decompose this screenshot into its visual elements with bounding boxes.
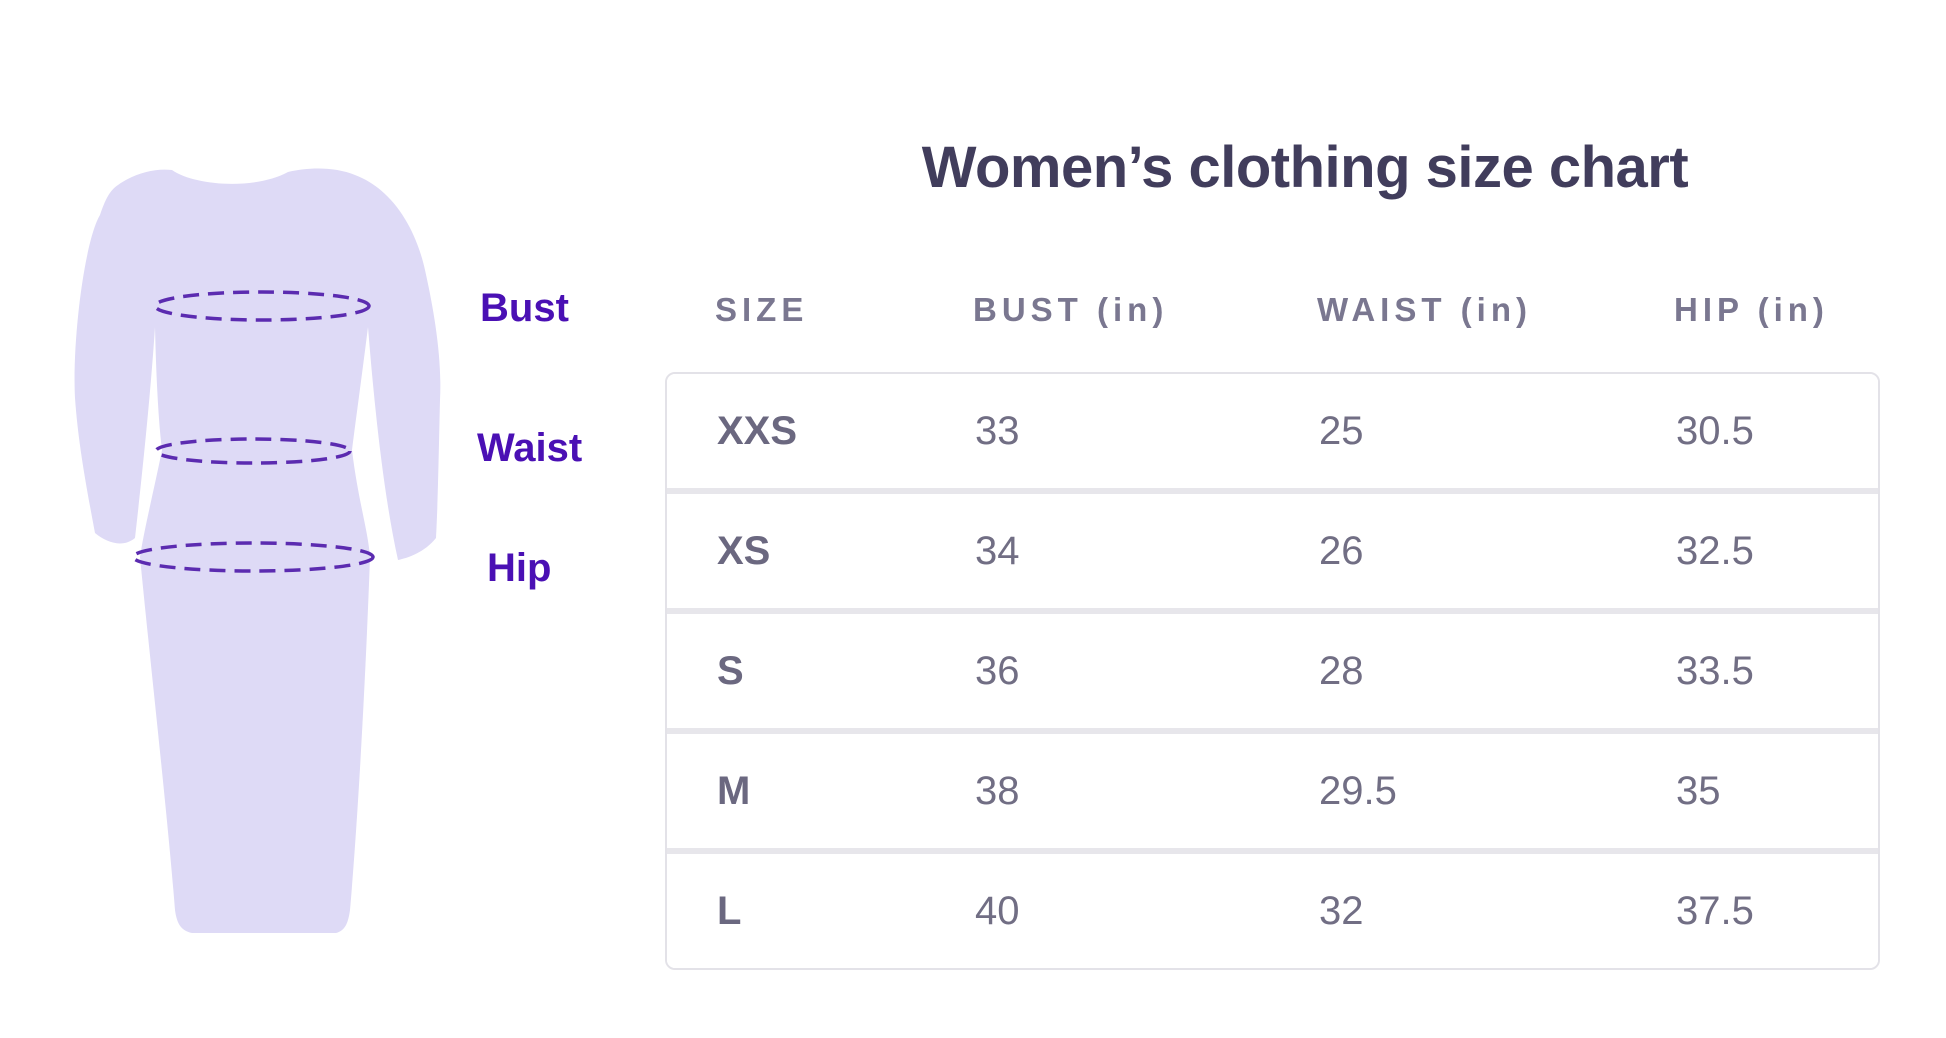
table-header-row: SIZE BUST (in) WAIST (in) HIP (in) [665, 288, 1880, 332]
size-chart-table: XXS 33 25 30.5 XS 34 26 32.5 S 36 28 33.… [665, 372, 1880, 970]
hip-cell: 32.5 [1676, 528, 1754, 573]
waist-measurement-ellipse [154, 437, 352, 465]
waist-cell: 29.5 [1319, 768, 1397, 813]
bust-cell: 40 [975, 888, 1020, 933]
table-row-l: L 40 32 37.5 [667, 854, 1878, 968]
table-row-xs: XS 34 26 32.5 [667, 494, 1878, 608]
bust-cell: 36 [975, 648, 1020, 693]
waist-cell: 25 [1319, 408, 1364, 453]
size-cell: S [717, 648, 744, 693]
table-row-s: S 36 28 33.5 [667, 614, 1878, 728]
table-row-xxs: XXS 33 25 30.5 [667, 374, 1878, 488]
hip-label: Hip [487, 546, 552, 590]
hip-measurement-ellipse [131, 541, 375, 573]
bust-cell: 38 [975, 768, 1020, 813]
waist-label: Waist [477, 426, 583, 470]
hip-cell: 37.5 [1676, 888, 1754, 933]
table-row-m: M 38 29.5 35 [667, 734, 1878, 848]
waist-cell: 32 [1319, 888, 1364, 933]
column-header-waist: WAIST (in) [1317, 291, 1532, 328]
hip-cell: 35 [1676, 768, 1721, 813]
size-cell: M [717, 768, 751, 813]
column-header-bust: BUST (in) [973, 291, 1169, 328]
waist-cell: 28 [1319, 648, 1364, 693]
bust-cell: 34 [975, 528, 1020, 573]
dress-silhouette [74, 168, 441, 933]
column-header-size: SIZE [715, 291, 809, 328]
bust-label: Bust [480, 286, 569, 330]
dress-illustration [74, 168, 441, 933]
size-cell: L [717, 888, 742, 933]
row-divider [667, 848, 1878, 854]
row-divider [667, 728, 1878, 734]
size-cell: XS [717, 528, 771, 573]
page-title: Women’s clothing size chart [921, 135, 1689, 200]
waist-cell: 26 [1319, 528, 1364, 573]
row-divider [667, 608, 1878, 614]
column-header-hip: HIP (in) [1674, 291, 1829, 328]
hip-cell: 33.5 [1676, 648, 1754, 693]
bust-measurement-ellipse [153, 290, 371, 322]
bust-cell: 33 [975, 408, 1020, 453]
hip-cell: 30.5 [1676, 408, 1754, 453]
row-divider [667, 488, 1878, 494]
size-cell: XXS [717, 408, 798, 453]
